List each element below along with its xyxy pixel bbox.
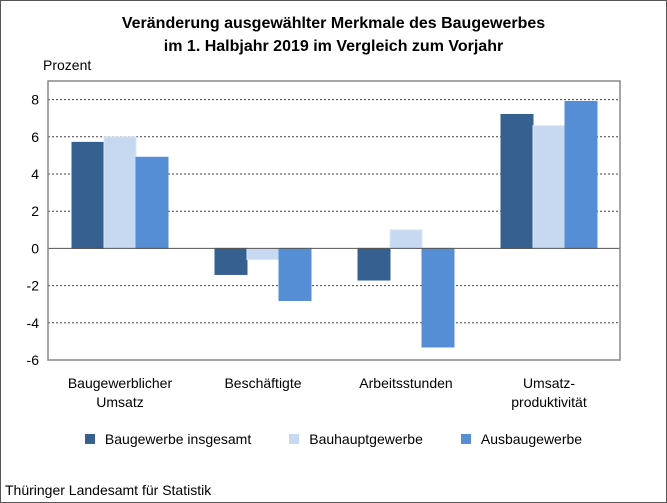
bar: [564, 100, 598, 249]
y-tick-label: -4: [27, 315, 40, 331]
y-tick-label: -2: [27, 278, 40, 294]
legend: Baugewerbe insgesamt Bauhauptgewerbe Ausba…: [1, 431, 666, 447]
y-tick-label: 6: [31, 129, 39, 145]
y-tick-label: 0: [31, 240, 39, 256]
legend-label: Bauhauptgewerbe: [309, 431, 423, 447]
x-tick-label: Beschäftigte: [224, 375, 301, 391]
x-tick-label: Baugewerblicher: [68, 375, 173, 391]
legend-swatch: [84, 434, 95, 444]
bar: [421, 247, 455, 348]
legend-label: Ausbaugewerbe: [480, 431, 583, 447]
legend-swatch: [460, 434, 471, 444]
bar: [357, 247, 391, 281]
legend-item: Bauhauptgewerbe: [289, 431, 423, 447]
x-tick-label: produktivität: [511, 394, 587, 410]
bar: [389, 229, 423, 249]
bar: [71, 141, 105, 249]
bar: [278, 247, 312, 301]
legend-swatch: [289, 434, 300, 444]
legend-item: Baugewerbe insgesamt: [84, 431, 252, 447]
y-tick-label: 8: [31, 92, 39, 108]
y-axis-label: Prozent: [43, 57, 92, 73]
bar: [246, 247, 280, 261]
bar: [532, 125, 566, 249]
plot-border: [47, 80, 621, 361]
y-tick-label: 4: [31, 166, 39, 182]
x-tick-label: Umsatz: [96, 394, 143, 410]
x-tick-label: Arbeitsstunden: [359, 375, 452, 391]
legend-label: Baugewerbe insgesamt: [104, 431, 252, 447]
y-tick-label: 2: [31, 203, 39, 219]
chart-title-line-2: im 1. Halbjahr 2019 im Vergleich zum Vor…: [163, 38, 504, 55]
x-tick-label: Umsatz-: [523, 375, 575, 391]
source-note: Thüringer Landesamt für Statistik: [5, 482, 212, 498]
y-tick-label: -6: [27, 352, 40, 368]
bar: [103, 136, 137, 249]
bar: [214, 247, 248, 275]
bar: [135, 156, 169, 249]
chart-title-line-1: Veränderung ausgewählter Merkmale des Ba…: [121, 15, 546, 32]
legend-item: Ausbaugewerbe: [460, 431, 583, 447]
bar: [500, 113, 534, 249]
